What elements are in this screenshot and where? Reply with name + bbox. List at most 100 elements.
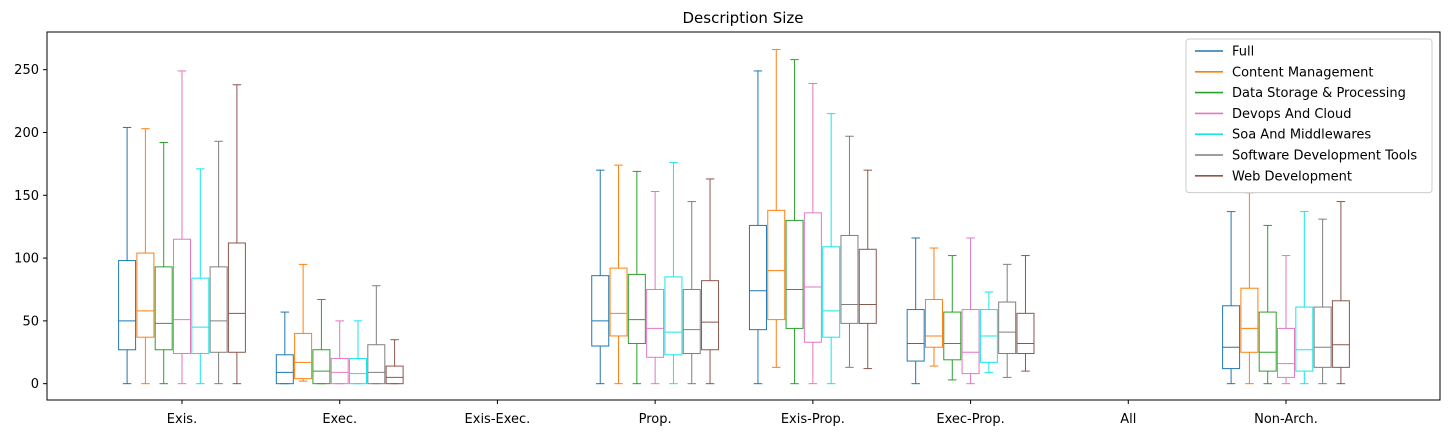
box-body <box>1016 312 1035 355</box>
x-tick-label: Prop. <box>639 412 672 427</box>
chart-title: Description Size <box>683 9 804 27</box>
box-body <box>1277 327 1295 378</box>
box-body <box>646 288 665 358</box>
box-body <box>627 273 646 344</box>
box-data-storage-processing-3 <box>627 170 646 385</box>
box-body <box>924 299 943 348</box>
box-web-development-7 <box>1331 201 1350 385</box>
box-web-development-3 <box>701 178 720 385</box>
box-body <box>385 365 404 385</box>
box-full-4 <box>748 70 767 385</box>
legend-label: Content Management <box>1232 65 1373 80</box>
legend: Full Content Management Data Storage & Pro… <box>1185 38 1433 194</box>
y-tick-label: 200 <box>14 126 39 141</box>
box-full-7 <box>1222 211 1241 385</box>
legend-entry: Soa And Middlewares <box>1195 128 1371 143</box>
box-body <box>1313 306 1332 368</box>
legend-label: Soa And Middlewares <box>1232 128 1371 143</box>
y-tick-label: 150 <box>14 189 39 204</box>
legend-entry: Web Development <box>1195 169 1352 184</box>
box-body <box>822 246 841 338</box>
x-axis: Exis. Exec. Exis-Exec. Prop. Exis-Prop. Exec-… <box>167 400 1318 427</box>
box-data-storage-processing-5 <box>943 255 962 381</box>
box-content-management-5 <box>924 247 943 367</box>
box-software-development-tools-0 <box>209 140 228 385</box>
legend-entry: Content Management <box>1195 65 1373 80</box>
box-body <box>1331 300 1350 368</box>
box-full-3 <box>591 169 610 385</box>
box-devops-and-cloud-0 <box>173 70 191 385</box>
x-tick-label: All <box>1120 412 1136 427</box>
x-tick-label: Exec-Prop. <box>936 412 1004 427</box>
box-body <box>785 219 804 329</box>
y-tick-label: 50 <box>22 314 39 329</box>
box-body <box>591 275 610 347</box>
plot-frame <box>46 31 1441 401</box>
legend-label: Web Development <box>1232 169 1352 184</box>
y-tick-label: 0 <box>31 377 39 392</box>
box-software-development-tools-1 <box>367 285 386 385</box>
box-body <box>1258 311 1277 372</box>
box-soa-and-middlewares-1 <box>349 320 368 385</box>
box-data-storage-processing-1 <box>312 299 331 385</box>
box-body <box>906 309 925 362</box>
box-devops-and-cloud-4 <box>803 82 822 385</box>
box-body <box>191 277 210 355</box>
box-body <box>330 358 349 385</box>
box-body <box>609 267 628 337</box>
box-web-development-4 <box>858 169 877 370</box>
y-axis: 0 50 100 150 200 250 <box>14 63 47 392</box>
box-body <box>118 260 137 351</box>
legend-label: Software Development Tools <box>1232 149 1417 164</box>
x-tick-label: Exis. <box>167 412 197 427</box>
box-soa-and-middlewares-3 <box>664 162 683 385</box>
box-devops-and-cloud-7 <box>1277 255 1295 385</box>
box-body <box>664 276 683 356</box>
box-data-storage-processing-4 <box>785 59 804 385</box>
box-devops-and-cloud-1 <box>330 320 349 385</box>
box-body <box>227 242 246 353</box>
x-tick-label: Exis-Prop. <box>781 412 845 427</box>
box-content-management-3 <box>609 164 628 385</box>
y-tick-label: 100 <box>14 252 39 267</box>
legend-entry: Software Development Tools <box>1195 149 1417 164</box>
box-soa-and-middlewares-7 <box>1295 211 1314 385</box>
box-software-development-tools-3 <box>682 201 701 385</box>
box-devops-and-cloud-3 <box>646 191 665 385</box>
box-body <box>349 358 368 385</box>
box-software-development-tools-5 <box>998 263 1017 378</box>
box-body <box>858 248 877 324</box>
box-body <box>275 354 294 385</box>
box-data-storage-processing-7 <box>1258 224 1277 385</box>
box-body <box>173 238 191 355</box>
x-tick-label: Non-Arch. <box>1254 412 1318 427</box>
box-body <box>136 252 155 338</box>
box-full-1 <box>275 311 294 385</box>
legend-label: Full <box>1232 45 1254 60</box>
box-body <box>803 212 822 343</box>
legend-entry: Data Storage & Processing <box>1195 86 1406 101</box>
box-full-5 <box>906 237 925 385</box>
box-body <box>209 266 228 353</box>
box-body <box>1240 287 1259 353</box>
box-web-development-5 <box>1016 255 1035 372</box>
box-body <box>840 234 859 324</box>
x-tick-label: Exis-Exec. <box>465 412 531 427</box>
box-body <box>154 266 173 351</box>
legend-label: Devops And Cloud <box>1232 107 1351 122</box>
box-body <box>998 301 1017 355</box>
legend-entry: Full <box>1195 45 1254 60</box>
box-body <box>767 209 786 321</box>
box-body <box>1222 305 1241 370</box>
box-body <box>682 288 701 355</box>
box-soa-and-middlewares-4 <box>822 113 841 385</box>
box-web-development-0 <box>227 84 246 385</box>
box-data-storage-processing-0 <box>154 142 173 385</box>
box-content-management-0 <box>136 128 155 385</box>
box-body <box>294 332 313 380</box>
legend-entry: Devops And Cloud <box>1195 107 1351 122</box>
box-content-management-4 <box>767 49 786 368</box>
box-content-management-1 <box>294 263 313 382</box>
box-full-0 <box>118 126 137 385</box>
